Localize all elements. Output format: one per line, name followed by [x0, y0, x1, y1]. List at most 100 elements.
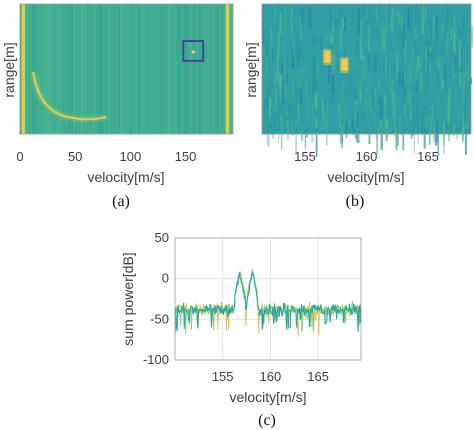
panel-b-texture-streak	[298, 24, 302, 43]
panel-b-texture-streak	[428, 106, 431, 127]
panel-c-frame	[174, 237, 362, 361]
panel-b-texture-streak	[301, 66, 304, 76]
panel-b-texture-streak	[393, 93, 395, 116]
panel-b-texture-streak	[453, 15, 456, 33]
panel-b-texture-streak	[453, 60, 455, 79]
panel-b-texture-streak	[277, 30, 280, 58]
panel-a-texture-stripe	[111, 4, 113, 134]
panel-b-texture-streak	[411, 116, 414, 134]
panel-a-x-tick-label: 150	[175, 149, 197, 164]
panel-b-texture-streak	[325, 35, 329, 43]
panel-b-texture-streak	[279, 78, 282, 101]
panel-b-texture-streak	[370, 93, 373, 116]
panel-b-texture-streak	[356, 127, 358, 143]
panel-a-texture-stripe	[125, 4, 127, 134]
panel-c-plot-area	[175, 238, 361, 360]
panel-b-texture-streak	[454, 44, 458, 70]
panel-b-texture-streak	[426, 50, 429, 69]
panel-a-texture-stripe	[86, 4, 88, 134]
panel-a-texture-stripe	[192, 4, 194, 134]
panel-a-texture-stripe	[93, 4, 95, 134]
panel-a-texture-stripe	[108, 4, 109, 134]
panel-b-texture-streak	[282, 78, 285, 104]
panel-b-texture-streak	[364, 97, 366, 107]
panel-b-texture-streak	[314, 76, 318, 92]
panel-c-series-line	[174, 270, 362, 333]
panel-a-texture-stripe	[211, 4, 213, 134]
panel-a-texture-stripe	[138, 4, 139, 134]
panel-b-texture-streak	[320, 119, 323, 130]
panel-a-texture-stripe	[45, 4, 47, 134]
panel-b-texture-streak	[357, 131, 360, 144]
panel-a-texture-stripe	[154, 4, 155, 134]
panel-b-x-tick-label: 155	[294, 149, 316, 164]
panel-a-texture-stripe	[216, 4, 218, 134]
panel-b-texture-streak	[409, 57, 412, 83]
panel-b-texture-streak	[425, 9, 427, 19]
panel-b-texture-streak	[311, 129, 314, 143]
panel-b-texture-streak	[389, 9, 393, 29]
panel-a-texture-stripe	[46, 4, 48, 134]
panel-b-texture-streak	[281, 114, 283, 128]
panel-a-texture-stripe	[232, 4, 233, 134]
panel-b-texture-streak	[363, 4, 366, 16]
panel-a-texture-stripe	[200, 4, 202, 134]
panel-b-texture-streak	[398, 14, 401, 29]
panel-b-texture-streak	[290, 17, 292, 25]
panel-b-texture-streak	[351, 117, 355, 135]
panel-b-texture-streak	[328, 64, 331, 85]
panel-b-texture-streak	[323, 98, 326, 106]
panel-b-texture-streak	[288, 85, 290, 104]
panel-b-texture-streak	[370, 8, 373, 17]
panel-a-texture-stripe	[63, 4, 64, 134]
panel-a-texture-stripe	[147, 4, 149, 134]
panel-a-texture-stripe	[217, 4, 219, 134]
panel-b-texture-streak	[371, 91, 374, 109]
panel-a-texture-stripe	[190, 4, 192, 134]
panel-b-texture-streak	[458, 41, 461, 69]
panel-a-texture-stripe	[80, 4, 82, 134]
panel-a-texture-stripe	[210, 4, 212, 134]
panel-a-x-ticks: 0 50 100 150	[16, 131, 196, 164]
panel-b-texture-streak	[262, 71, 264, 86]
panel-a-texture-stripe	[200, 4, 201, 134]
panel-b-texture-streak	[375, 114, 377, 131]
panel-a-texture-stripe	[230, 4, 232, 134]
panel-b-texture-streak	[415, 40, 417, 51]
panel-a-texture-stripe	[65, 4, 67, 134]
panel-b-texture-streak	[344, 17, 346, 31]
panel-b-texture-streak	[305, 61, 308, 75]
panel-a-clutter-column-core	[226, 4, 229, 134]
panel-b-texture-streak	[397, 50, 399, 77]
panel-b-texture-streak	[454, 32, 457, 56]
panel-b-texture-streak	[415, 81, 419, 92]
panel-a-texture-stripe	[85, 4, 87, 134]
panel-b-texture-streak	[283, 25, 286, 54]
panel-b-texture-streak	[332, 8, 334, 15]
panel-b-texture-streak	[367, 95, 369, 105]
panel-b-texture-streak	[274, 118, 276, 132]
panel-a-texture-stripe	[150, 4, 152, 134]
panel-b-texture-streak	[266, 59, 268, 74]
panel-b-texture-streak	[436, 60, 438, 70]
panel-b-texture-streak	[265, 69, 268, 95]
panel-b-texture-streak	[377, 126, 379, 134]
panel-b-texture-streak	[355, 46, 357, 57]
panel-a-texture-stripe	[39, 4, 41, 134]
panel-b-texture-streak	[339, 83, 341, 103]
panel-b-texture-streak	[427, 42, 430, 57]
panel-b-texture-streak	[272, 132, 275, 139]
panel-b-texture-streak	[299, 15, 301, 38]
panel-a-texture-stripe	[26, 4, 28, 134]
panel-b-texture-streak	[381, 40, 384, 50]
panel-b-texture-streak	[389, 65, 391, 91]
panel-b-texture-streak	[326, 103, 328, 127]
panel-b-texture-streak	[335, 19, 337, 28]
panel-a-texture-stripe	[199, 4, 200, 134]
panel-b-texture-streak	[433, 50, 435, 68]
panel-b-texture-streak	[446, 52, 449, 61]
panel-a-texture-stripe	[105, 4, 107, 134]
panel-a-texture-stripe	[188, 4, 190, 134]
panel-a-frame	[19, 3, 234, 135]
panel-b-texture-streak	[317, 55, 319, 84]
